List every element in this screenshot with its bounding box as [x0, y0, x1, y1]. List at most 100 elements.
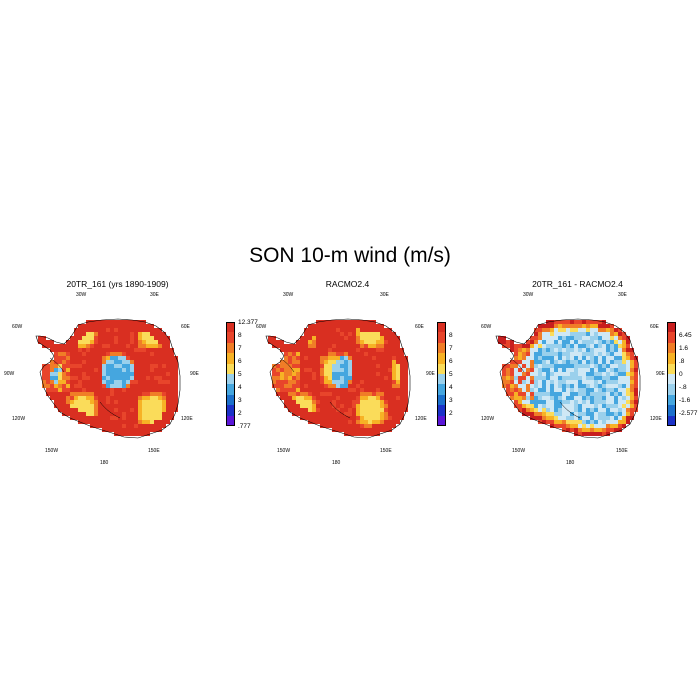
map-cell	[328, 364, 332, 368]
map-cell	[566, 348, 570, 352]
map-cell	[340, 328, 344, 332]
map-cell	[368, 392, 372, 396]
map-cell	[308, 360, 312, 364]
map-cell	[130, 400, 134, 404]
map-cell	[606, 380, 610, 384]
map-cell	[110, 400, 114, 404]
map-cell	[328, 336, 332, 340]
map-cell	[86, 368, 90, 372]
map-cell	[590, 400, 594, 404]
map-cell	[166, 400, 170, 404]
map-cell	[142, 336, 146, 340]
map-cell	[324, 392, 328, 396]
map-cell	[98, 356, 102, 360]
map-cell	[364, 356, 368, 360]
map-cell	[102, 388, 106, 392]
map-cell	[352, 336, 356, 340]
map-cell	[498, 336, 502, 340]
map-cell	[142, 384, 146, 388]
map-cell	[570, 384, 574, 388]
map-cell	[86, 400, 90, 404]
map-cell	[300, 348, 304, 352]
map-cell	[392, 368, 396, 372]
lon-label-150w: 150W	[45, 448, 59, 454]
map-cell	[284, 344, 288, 348]
map-cell	[316, 404, 320, 408]
map-cell	[586, 356, 590, 360]
map-cell	[312, 384, 316, 388]
map-cell	[542, 384, 546, 388]
map-cell	[550, 404, 554, 408]
map-cell	[316, 344, 320, 348]
map-cell	[542, 348, 546, 352]
map-cell	[78, 352, 82, 356]
map-cell	[82, 400, 86, 404]
map-cell	[332, 428, 336, 432]
map-cell	[598, 384, 602, 388]
colorbar-label: 4	[449, 384, 453, 391]
map-cell	[320, 336, 324, 340]
map-cell	[340, 348, 344, 352]
map-cell	[352, 324, 356, 328]
map-cell	[388, 392, 392, 396]
map-cell	[396, 404, 400, 408]
map-cell	[324, 344, 328, 348]
map-cell	[150, 428, 154, 432]
map-cell	[372, 356, 376, 360]
map-cell	[142, 380, 146, 384]
map-cell	[626, 380, 630, 384]
map-cell	[86, 356, 90, 360]
map-cell	[352, 424, 356, 428]
map-cell	[158, 384, 162, 388]
colorbar	[226, 322, 235, 426]
map-cell	[58, 384, 62, 388]
map-cell	[574, 328, 578, 332]
colorbar-segment	[226, 415, 235, 426]
map-cell	[122, 332, 126, 336]
map-cell	[388, 416, 392, 420]
map-cell	[312, 340, 316, 344]
map-cell	[368, 424, 372, 428]
map-cell	[570, 380, 574, 384]
map-cell	[582, 424, 586, 428]
map-cell	[598, 348, 602, 352]
map-cell	[46, 344, 50, 348]
map-cell	[150, 400, 154, 404]
map-cell	[50, 364, 54, 368]
map-cell	[142, 364, 146, 368]
map-cell	[352, 392, 356, 396]
map-cell	[54, 372, 58, 376]
map-cell	[154, 340, 158, 344]
map-cell	[606, 388, 610, 392]
map-cell	[162, 408, 166, 412]
map-cell	[114, 324, 118, 328]
map-cell	[272, 340, 276, 344]
map-cell	[578, 360, 582, 364]
map-cell	[364, 420, 368, 424]
map-cell	[518, 388, 522, 392]
map-cell	[130, 364, 134, 368]
map-cell	[106, 344, 110, 348]
map-cell	[70, 344, 74, 348]
map-cell	[42, 340, 46, 344]
map-cell	[138, 392, 142, 396]
map-cell	[578, 428, 582, 432]
map-cell	[594, 356, 598, 360]
map-cell	[594, 380, 598, 384]
map-cell	[542, 380, 546, 384]
map-cell	[526, 384, 530, 388]
map-cell	[344, 368, 348, 372]
map-cell	[510, 368, 514, 372]
map-cell	[94, 380, 98, 384]
map-cell	[288, 408, 292, 412]
map-cell	[518, 352, 522, 356]
map-cell	[78, 404, 82, 408]
map-cell	[304, 352, 308, 356]
map-cell	[70, 392, 74, 396]
map-cell	[388, 344, 392, 348]
map-cell	[98, 340, 102, 344]
map-cell	[134, 340, 138, 344]
map-cell	[546, 384, 550, 388]
map-cell	[554, 388, 558, 392]
map-cell	[530, 368, 534, 372]
